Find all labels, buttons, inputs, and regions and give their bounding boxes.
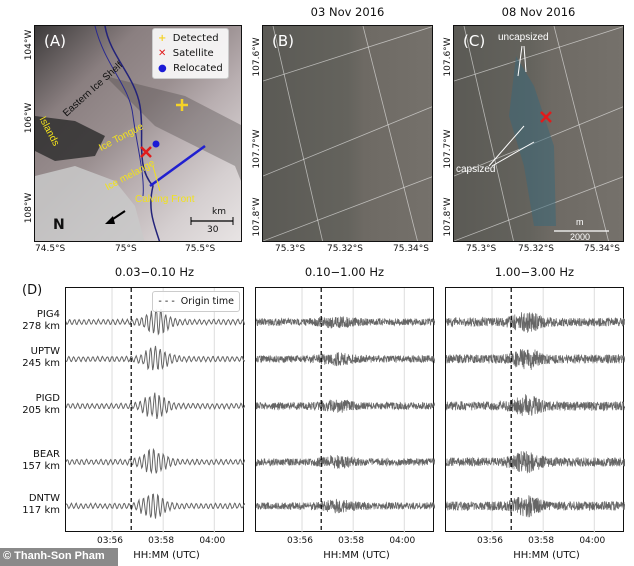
- graticule-line: [463, 26, 514, 241]
- scale-unit: km: [212, 207, 226, 217]
- panel-b-title: 03 Nov 2016: [310, 5, 385, 19]
- x-tick-label: 04:00: [199, 536, 226, 546]
- map-panel-c: (C) uncapsized capsized m 2000: [453, 25, 624, 242]
- legend-detected: + Detected: [158, 33, 219, 44]
- y-tick: 108°W: [24, 192, 34, 224]
- photo-credit: © Thanh-Son Pham: [0, 548, 118, 566]
- band-title: 0.03−0.10 Hz: [114, 265, 195, 279]
- waveform-trace-bear: [446, 451, 625, 474]
- graticule-line: [263, 106, 432, 177]
- x-tick-label: 03:56: [97, 536, 123, 546]
- waveform-trace-pigd: [66, 392, 245, 419]
- panel-label-c: (C): [463, 32, 486, 50]
- origin-time-legend: - - - Origin time: [152, 291, 240, 312]
- seismogram-plot: - - - Origin time: [65, 287, 245, 533]
- circle-icon: ●: [158, 63, 167, 74]
- label-uncapsized: uncapsized: [498, 32, 549, 43]
- y-tick: 107.6°W: [443, 37, 453, 77]
- band-title: 0.10−1.00 Hz: [304, 265, 385, 279]
- panel-label-b: (B): [272, 32, 294, 50]
- x-tick: 75.32°S: [327, 244, 363, 254]
- waveform-trace-pig4: [446, 312, 625, 333]
- scale-value: 30: [207, 225, 219, 235]
- x-tick-label: 03:56: [287, 536, 313, 546]
- seismogram-plot: [255, 287, 435, 533]
- waveform-trace-dntw: [256, 498, 435, 514]
- waveform-trace-uptw: [66, 345, 245, 371]
- legend-satellite: ✕ Satellite: [158, 48, 214, 59]
- north-arrow-label: N: [53, 217, 65, 233]
- waveform-trace-uptw: [446, 349, 625, 371]
- waveform-trace-pig4: [256, 316, 435, 329]
- station-label: DNTW 117 km: [22, 493, 60, 516]
- x-icon: ✕: [158, 48, 167, 59]
- station-label: PIGD 205 km: [22, 393, 60, 416]
- x-axis-label: HH:MM (UTC): [513, 550, 580, 561]
- x-tick-label: 04:00: [579, 536, 606, 546]
- x-tick: 75°S: [115, 244, 137, 254]
- x-tick-label: 04:00: [389, 536, 416, 546]
- x-axis-label: HH:MM (UTC): [133, 550, 200, 561]
- station-label: BEAR 157 km: [22, 449, 60, 472]
- y-tick: 106°W: [24, 102, 34, 134]
- waveform-trace-pigd: [256, 399, 435, 413]
- graticule-line: [272, 26, 323, 241]
- x-tick: 75.3°S: [275, 244, 306, 254]
- map-panel-b: (B): [262, 25, 433, 242]
- graticule-line: [362, 26, 418, 241]
- label-calving-front: Calving Front: [135, 194, 195, 205]
- band-title: 1.00−3.00 Hz: [494, 265, 575, 279]
- x-tick: 75.3°S: [466, 244, 497, 254]
- graticule-line: [263, 176, 432, 241]
- label-capsized: capsized: [456, 164, 496, 175]
- graticule-line: [553, 26, 609, 241]
- graticule-line: [263, 26, 432, 82]
- satellite-marker: [540, 111, 552, 123]
- x-axis-label: HH:MM (UTC): [323, 550, 390, 561]
- station-label: PIG4 278 km: [22, 309, 60, 332]
- map-panel-a: (A) + Detected ✕ Satellite ● Relocated E…: [34, 25, 242, 242]
- waveform-trace-dntw: [446, 495, 625, 518]
- x-tick: 74.5°S: [35, 244, 66, 254]
- x-tick: 75.34°S: [393, 244, 429, 254]
- plus-icon: +: [158, 33, 167, 44]
- y-tick: 107.7°W: [443, 129, 453, 169]
- y-tick: 107.6°W: [252, 37, 262, 77]
- panel-c-title: 08 Nov 2016: [501, 5, 576, 19]
- map-a-features: [35, 26, 241, 241]
- waveform-trace-pigd: [446, 394, 625, 416]
- scale-unit: m: [576, 217, 584, 227]
- dashed-line-icon: - - -: [158, 296, 175, 307]
- scale-value: 2000: [570, 232, 591, 242]
- map-legend: + Detected ✕ Satellite ● Relocated: [152, 28, 229, 79]
- graticule-line: [454, 26, 623, 82]
- waveform-trace-bear: [256, 455, 435, 469]
- station-label: UPTW 245 km: [22, 346, 60, 369]
- satellite-marker: [140, 146, 152, 158]
- relocation-error-bar: [149, 144, 206, 188]
- y-tick: 107.8°W: [252, 197, 262, 237]
- waveform-trace-dntw: [66, 493, 245, 519]
- x-tick-label: 03:56: [477, 536, 503, 546]
- panel-label-d: (D): [22, 283, 43, 298]
- x-tick: 75.32°S: [518, 244, 554, 254]
- y-tick: 104°W: [24, 29, 34, 61]
- x-tick-label: 03:58: [338, 536, 365, 546]
- x-tick-label: 03:58: [148, 536, 175, 546]
- legend-relocated: ● Relocated: [158, 63, 223, 74]
- coastline: [104, 26, 161, 241]
- panel-label-a: (A): [44, 32, 66, 50]
- relocated-marker: [152, 140, 160, 148]
- waveform-trace-uptw: [256, 352, 435, 367]
- y-tick: 107.7°W: [252, 129, 262, 169]
- x-tick: 75.5°S: [185, 244, 216, 254]
- detected-marker: [176, 99, 188, 111]
- x-tick-label: 03:58: [528, 536, 555, 546]
- y-tick: 107.8°W: [443, 197, 453, 237]
- map-c-features: [488, 45, 609, 232]
- seismogram-plot: [445, 287, 625, 533]
- waveform-trace-bear: [66, 447, 245, 475]
- waveform-trace-pig4: [66, 308, 245, 336]
- x-tick: 75.34°S: [584, 244, 620, 254]
